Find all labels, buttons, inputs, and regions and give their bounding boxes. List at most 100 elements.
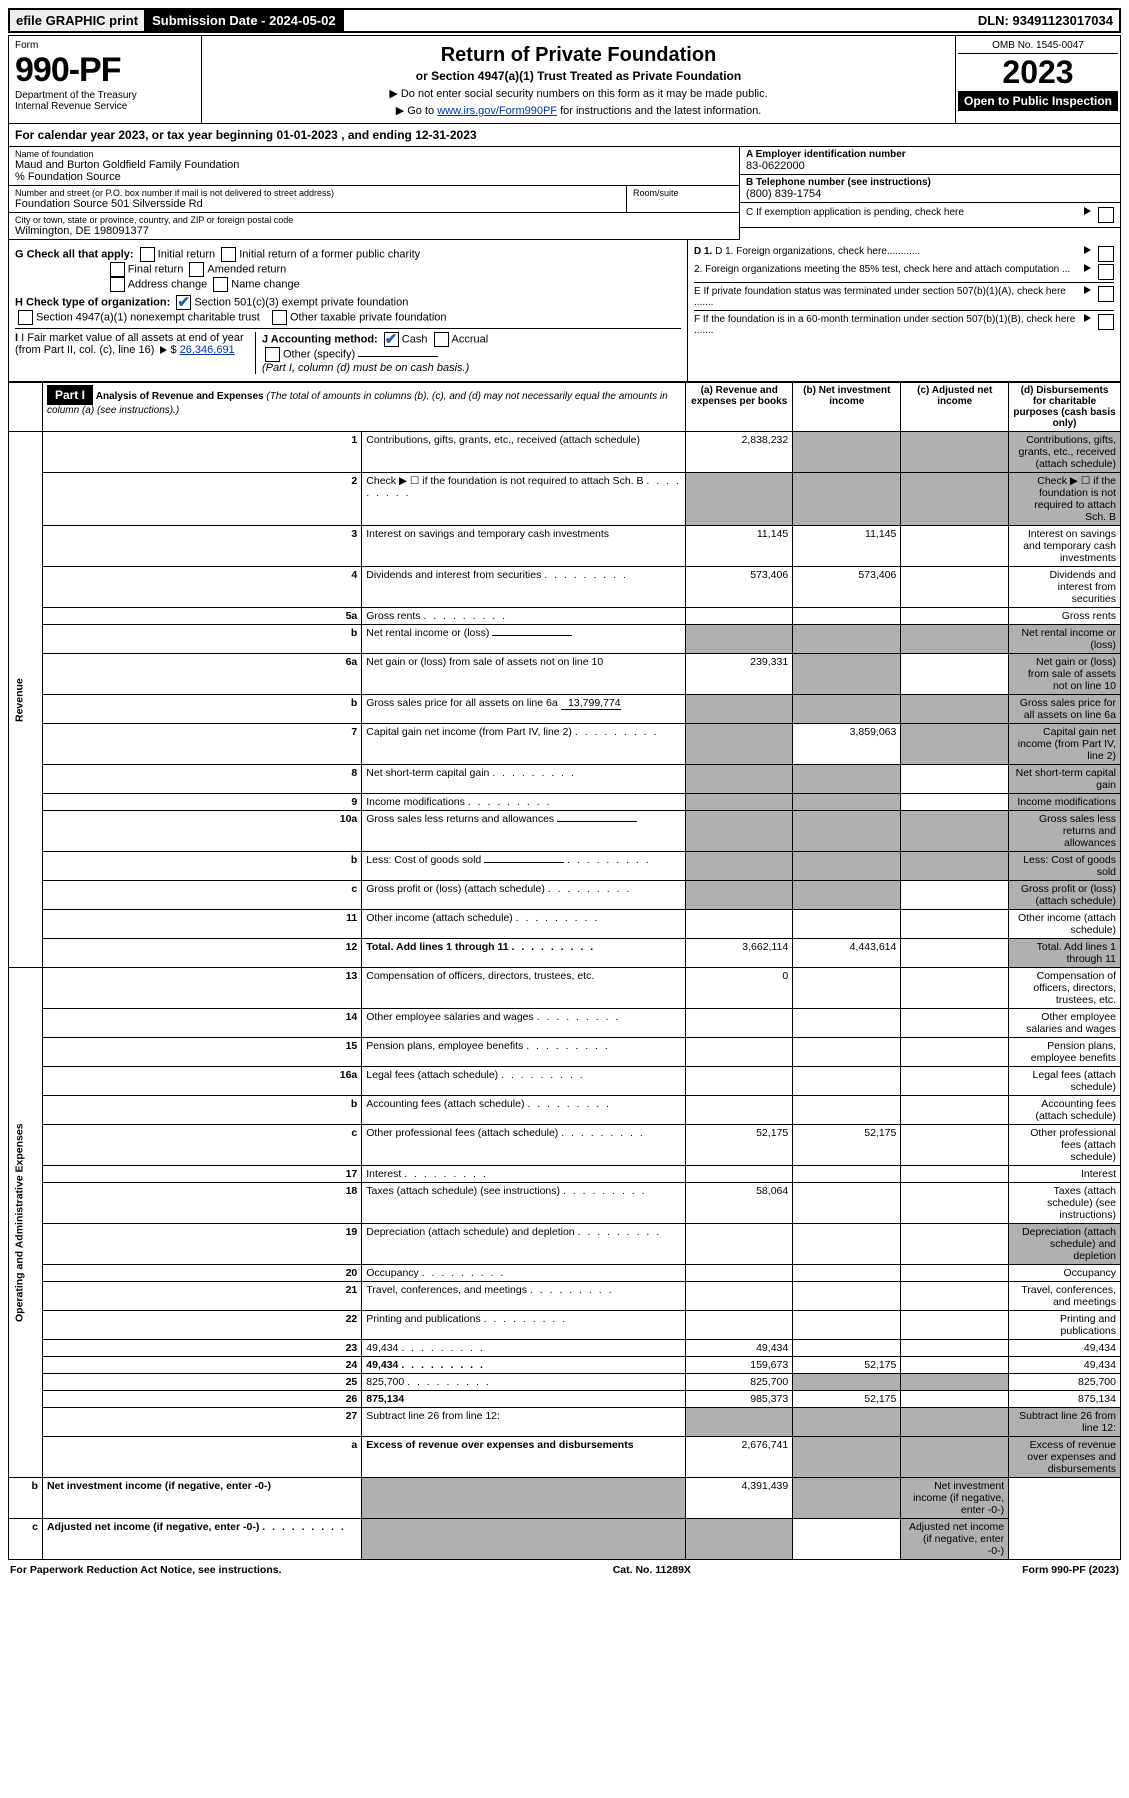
- ein-label: A Employer identification number: [746, 149, 1114, 160]
- row-description: Total. Add lines 1 through 11: [362, 939, 686, 968]
- form-header: Form 990-PF Department of the Treasury I…: [8, 35, 1121, 124]
- row-number: b: [9, 1478, 43, 1519]
- cell-b: [793, 1374, 901, 1391]
- j-label: J Accounting method:: [262, 333, 378, 345]
- row-description: Net gain or (loss) from sale of assets n…: [362, 654, 686, 695]
- c-label: C If exemption application is pending, c…: [746, 207, 1081, 218]
- dln: DLN: 93491123017034: [972, 10, 1119, 31]
- calyear-begin: 01-01-2023: [276, 128, 337, 142]
- g-name-change[interactable]: [213, 277, 228, 292]
- d1-checkbox[interactable]: [1098, 246, 1114, 262]
- cell-c: [901, 473, 1009, 526]
- row-description: Interest on savings and temporary cash i…: [362, 526, 686, 567]
- cell-c: [901, 1067, 1009, 1096]
- efile-print-button[interactable]: efile GRAPHIC print: [10, 10, 146, 31]
- h-opt1: Section 501(c)(3) exempt private foundat…: [194, 296, 408, 308]
- cell-c: [901, 939, 1009, 968]
- j-cash-checkbox[interactable]: [384, 332, 399, 347]
- row-description: Other employee salaries and wages: [362, 1009, 686, 1038]
- g-address-change[interactable]: [110, 277, 125, 292]
- g-opt-4: Address change: [128, 278, 208, 290]
- cell-c: [901, 794, 1009, 811]
- table-row: bLess: Cost of goods sold Less: Cost of …: [9, 852, 1121, 881]
- table-row: 2Check ▶ ☐ if the foundation is not requ…: [9, 473, 1121, 526]
- table-row: 4Dividends and interest from securities …: [9, 567, 1121, 608]
- cell-c: [901, 1391, 1009, 1408]
- h-opt3: Other taxable private foundation: [290, 311, 447, 323]
- cell-d: Gross profit or (loss) (attach schedule): [1009, 881, 1121, 910]
- h-4947-checkbox[interactable]: [18, 310, 33, 325]
- g-initial-return[interactable]: [140, 247, 155, 262]
- cell-d: Pension plans, employee benefits: [1009, 1038, 1121, 1067]
- g-final-return[interactable]: [110, 262, 125, 277]
- cell-b: [793, 910, 901, 939]
- g-initial-former[interactable]: [221, 247, 236, 262]
- table-row: 27Subtract line 26 from line 12:Subtract…: [9, 1408, 1121, 1437]
- row-description: Compensation of officers, directors, tru…: [362, 968, 686, 1009]
- cell-d: Net gain or (loss) from sale of assets n…: [1009, 654, 1121, 695]
- g-row: G Check all that apply: Initial return I…: [15, 247, 681, 292]
- cell-c: [901, 608, 1009, 625]
- cell-c: [901, 625, 1009, 654]
- row-description: Less: Cost of goods sold: [362, 852, 686, 881]
- entity-info: Name of foundation Maud and Burton Goldf…: [8, 147, 1121, 240]
- row-number: c: [9, 1519, 43, 1560]
- arrow-icon: [160, 346, 167, 354]
- row-number: 23: [42, 1340, 361, 1357]
- cell-c: [901, 881, 1009, 910]
- j-accrual-checkbox[interactable]: [434, 332, 449, 347]
- row-description: Legal fees (attach schedule): [362, 1067, 686, 1096]
- fmv-value[interactable]: 26,346,691: [180, 344, 235, 356]
- cell-b: 11,145: [793, 526, 901, 567]
- row-description: Income modifications: [362, 794, 686, 811]
- row-description: 825,700: [362, 1374, 686, 1391]
- checks-left: G Check all that apply: Initial return I…: [9, 240, 687, 381]
- row-description: Printing and publications: [362, 1311, 686, 1340]
- cell-c: [901, 432, 1009, 473]
- h-other-taxable-checkbox[interactable]: [272, 310, 287, 325]
- cell-c: [901, 695, 1009, 724]
- cell-a: 825,700: [686, 1374, 793, 1391]
- g-opt-0: Initial return: [158, 248, 215, 260]
- e-checkbox[interactable]: [1098, 286, 1114, 302]
- cell-b: 3,859,063: [793, 724, 901, 765]
- cell-d: Occupancy: [1009, 1265, 1121, 1282]
- cell-b: [793, 765, 901, 794]
- row-description: Interest: [362, 1166, 686, 1183]
- row-description: Net investment income (if negative, ente…: [42, 1478, 361, 1519]
- table-row: 20Occupancy Occupancy: [9, 1265, 1121, 1282]
- h-501c3-checkbox[interactable]: [176, 295, 191, 310]
- part1-title: Analysis of Revenue and Expenses: [96, 391, 264, 402]
- cell-c: [901, 1096, 1009, 1125]
- cell-b: [793, 1183, 901, 1224]
- arrow-icon: [1084, 207, 1091, 215]
- cell-d: Capital gain net income (from Part IV, l…: [1009, 724, 1121, 765]
- page-footer: For Paperwork Reduction Act Notice, see …: [8, 1560, 1121, 1580]
- cell-a: 58,064: [686, 1183, 793, 1224]
- table-row: bAccounting fees (attach schedule) Accou…: [9, 1096, 1121, 1125]
- cell-d: Travel, conferences, and meetings: [1009, 1282, 1121, 1311]
- j-other-checkbox[interactable]: [265, 347, 280, 362]
- j-other: Other (specify): [283, 348, 355, 360]
- row-number: c: [42, 881, 361, 910]
- f-label: F If the foundation is in a 60-month ter…: [694, 314, 1081, 336]
- row-description: 49,434: [362, 1340, 686, 1357]
- row-number: 9: [42, 794, 361, 811]
- col-a-header: (a) Revenue and expenses per books: [686, 383, 793, 432]
- footer-right: Form 990-PF (2023): [1022, 1564, 1119, 1576]
- d2-checkbox[interactable]: [1098, 264, 1114, 280]
- name-label: Name of foundation: [15, 149, 733, 159]
- f-checkbox[interactable]: [1098, 314, 1114, 330]
- cell-a: [686, 765, 793, 794]
- row-description: Gross sales less returns and allowances: [362, 811, 686, 852]
- cell-c: [901, 1311, 1009, 1340]
- h-row: H Check type of organization: Section 50…: [15, 295, 681, 325]
- cell-a: [686, 695, 793, 724]
- irs-link[interactable]: www.irs.gov/Form990PF: [437, 105, 557, 117]
- g-amended-return[interactable]: [189, 262, 204, 277]
- cell-b: [793, 794, 901, 811]
- c-checkbox[interactable]: [1098, 207, 1114, 223]
- cell-b: 573,406: [793, 567, 901, 608]
- irs-label: Internal Revenue Service: [15, 101, 195, 112]
- foundation-name-cell: Name of foundation Maud and Burton Goldf…: [9, 147, 739, 186]
